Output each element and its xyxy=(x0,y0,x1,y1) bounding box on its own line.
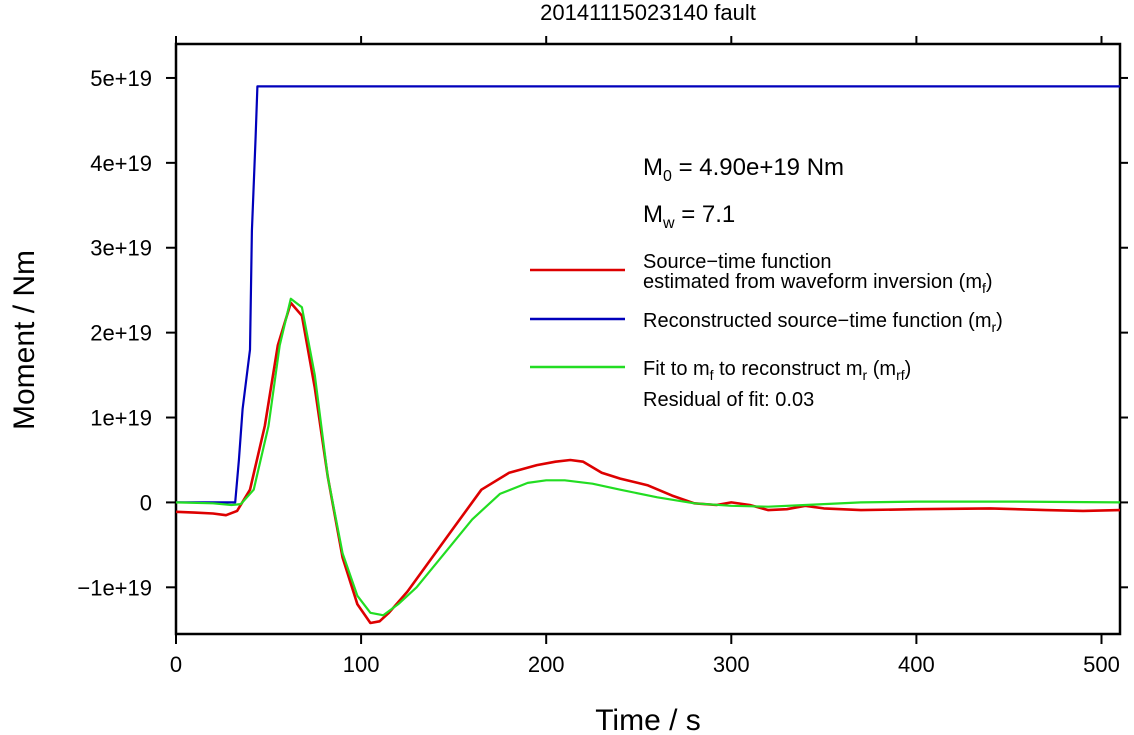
x-tick-label: 300 xyxy=(713,652,750,677)
m0-sub: 0 xyxy=(663,168,672,185)
y-tick-label: 0 xyxy=(140,490,152,515)
y-tick-label: −1e+19 xyxy=(77,575,152,600)
x-tick-label: 100 xyxy=(343,652,380,677)
y-tick-label: 5e+19 xyxy=(90,66,152,91)
y-tick-label: 2e+19 xyxy=(90,321,152,346)
annotation-mw: Mw = 7.1 xyxy=(643,201,735,232)
y-axis-label: Moment / Nm xyxy=(8,250,41,430)
mw-rest: = 7.1 xyxy=(675,201,736,228)
series-line-estimated xyxy=(175,301,1121,625)
x-tick-label: 400 xyxy=(898,652,935,677)
legend-label: Reconstructed source−time function (mr) xyxy=(643,310,1003,335)
series-line-fit xyxy=(175,297,1121,617)
x-tick-label: 200 xyxy=(528,652,565,677)
series-line-reconstructed xyxy=(176,85,1120,504)
legend-label: estimated from waveform inversion (mf) xyxy=(643,271,993,296)
legend-label-line1: Source−time function xyxy=(643,251,831,273)
legend-item-reconstructed: Reconstructed source−time function (mr) xyxy=(530,310,1003,335)
mw-base: M xyxy=(643,201,663,228)
plot-frame xyxy=(174,42,1122,636)
m0-base: M xyxy=(643,154,663,181)
series-layer xyxy=(175,85,1121,625)
x-axis-label: Time / s xyxy=(595,704,701,735)
y-tick-label: 4e+19 xyxy=(90,151,152,176)
x-tick-label: 500 xyxy=(1083,652,1120,677)
svg-text:Mw = 7.1: Mw = 7.1 xyxy=(643,201,735,232)
annotation-m0: M0 = 4.90e+19 Nm xyxy=(643,154,844,185)
legend-item-fit: Fit to mf to reconstruct mr (mrf) xyxy=(530,358,911,383)
svg-text:M0 = 4.90e+19 Nm: M0 = 4.90e+19 Nm xyxy=(643,154,844,185)
m0-rest: = 4.90e+19 Nm xyxy=(672,154,844,181)
chart-title: 20141115023140 fault xyxy=(540,0,756,25)
x-axis-ticks: 0 100 200 300 400 500 xyxy=(170,36,1120,677)
y-tick-label: 1e+19 xyxy=(90,406,152,431)
y-tick-label: 3e+19 xyxy=(90,236,152,261)
y-axis-ticks: −1e+19 0 1e+19 2e+19 3e+19 4e+19 5e+19 xyxy=(77,66,1128,600)
residual-text: Residual of fit: 0.03 xyxy=(643,389,814,411)
legend-label: Fit to mf to reconstruct mr (mrf) xyxy=(643,358,911,383)
x-tick-label: 0 xyxy=(170,652,182,677)
mw-sub: w xyxy=(662,215,675,232)
